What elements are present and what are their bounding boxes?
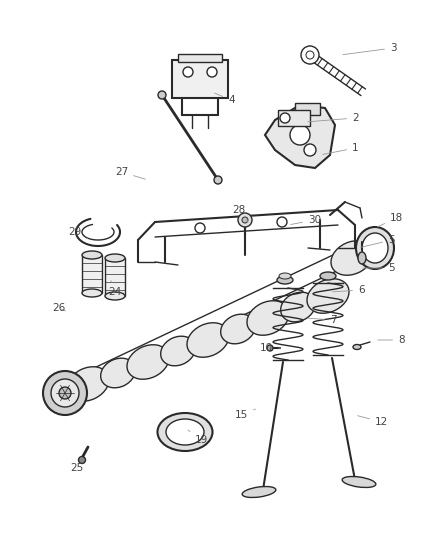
Polygon shape [310,51,318,60]
Text: 8: 8 [378,335,405,345]
Text: 7: 7 [308,315,337,325]
Ellipse shape [127,345,169,379]
Ellipse shape [187,323,229,357]
Ellipse shape [279,273,291,279]
Text: 2: 2 [308,113,359,123]
Ellipse shape [242,487,276,497]
Bar [178,54,222,62]
Circle shape [301,46,319,64]
Ellipse shape [320,272,336,280]
Bar [278,110,310,126]
Ellipse shape [158,413,212,451]
Text: 5: 5 [363,263,395,273]
Circle shape [195,223,205,233]
Circle shape [306,51,314,59]
Bar [295,103,320,115]
Circle shape [238,213,252,227]
Circle shape [280,113,290,123]
Text: 29: 29 [68,227,88,239]
Text: 15: 15 [235,409,255,420]
Ellipse shape [331,241,373,275]
Polygon shape [265,105,335,168]
Text: 24: 24 [108,281,121,297]
Text: 18: 18 [378,213,403,227]
Text: 3: 3 [343,43,397,55]
Text: 19: 19 [188,430,208,445]
Circle shape [214,176,222,184]
Text: 26: 26 [52,303,65,313]
Text: 30: 30 [291,215,321,225]
Polygon shape [310,55,318,64]
Ellipse shape [277,276,293,284]
Ellipse shape [221,314,255,344]
Circle shape [267,345,273,351]
Text: 27: 27 [115,167,145,179]
Text: 10: 10 [260,343,280,353]
Ellipse shape [362,233,388,263]
Ellipse shape [105,292,125,300]
Ellipse shape [105,254,125,262]
Text: 25: 25 [70,457,83,473]
Bar [82,255,102,293]
Ellipse shape [101,358,135,388]
Polygon shape [310,46,318,55]
Ellipse shape [161,336,195,366]
Ellipse shape [166,419,204,445]
Ellipse shape [82,289,102,297]
Ellipse shape [82,251,102,259]
Polygon shape [302,55,310,64]
Ellipse shape [353,344,361,350]
Text: 6: 6 [333,285,364,295]
Bar [105,258,125,296]
Bar [172,60,228,98]
Text: 28: 28 [232,205,248,222]
Polygon shape [302,51,310,60]
Ellipse shape [281,292,315,322]
Circle shape [51,379,79,407]
Circle shape [43,371,87,415]
Circle shape [277,217,287,227]
Text: 5: 5 [361,235,395,247]
Ellipse shape [358,252,366,264]
Text: 12: 12 [358,416,388,427]
Circle shape [158,91,166,99]
Ellipse shape [307,279,349,313]
Circle shape [207,67,217,77]
Polygon shape [302,46,310,55]
Ellipse shape [67,367,109,401]
Circle shape [290,125,310,145]
Circle shape [183,67,193,77]
Ellipse shape [342,477,376,488]
Circle shape [78,456,85,464]
Ellipse shape [247,301,289,335]
Circle shape [242,217,248,223]
Ellipse shape [356,227,394,269]
Text: 1: 1 [323,143,359,155]
Circle shape [304,144,316,156]
Circle shape [59,387,71,399]
Text: 4: 4 [215,93,235,105]
